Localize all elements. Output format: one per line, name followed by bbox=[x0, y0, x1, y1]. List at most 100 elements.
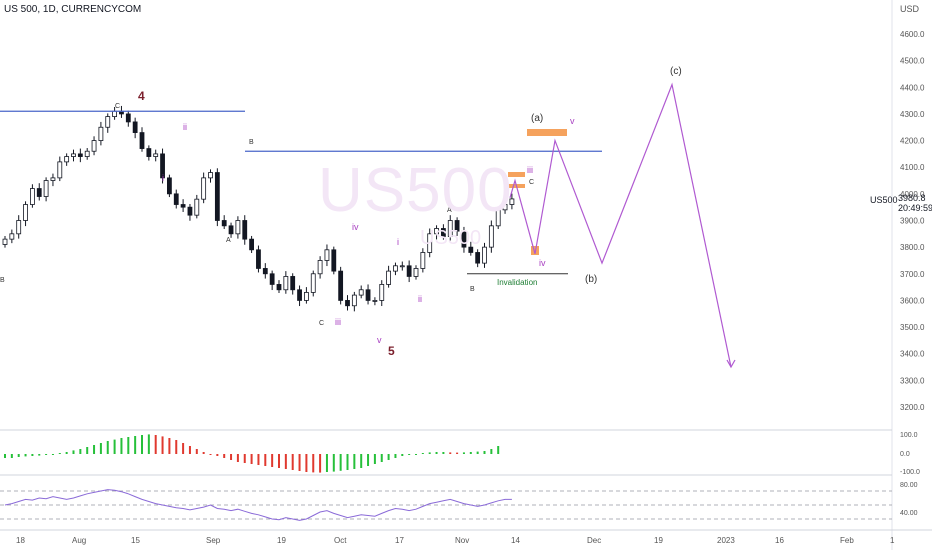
ao-bar bbox=[401, 454, 404, 456]
ao-bar bbox=[257, 454, 260, 465]
symbol-watermark: US500 bbox=[318, 156, 513, 225]
symbol-tag: US500 bbox=[870, 195, 898, 205]
candle-body bbox=[221, 220, 227, 227]
ao-bar bbox=[428, 452, 431, 454]
candle-body bbox=[187, 206, 193, 216]
ao-bar bbox=[435, 452, 438, 454]
projected-wave-path bbox=[509, 82, 732, 368]
ao-bar bbox=[305, 454, 308, 472]
price-tick-label: 3300.0 bbox=[900, 376, 925, 385]
candle-body bbox=[77, 153, 83, 157]
ao-bar bbox=[373, 454, 376, 464]
price-tick-label: 4500.0 bbox=[900, 57, 925, 66]
ao-bar bbox=[243, 454, 246, 463]
wave-label-abc: C bbox=[529, 179, 534, 186]
ao-bar bbox=[127, 437, 130, 454]
candle-body bbox=[125, 113, 131, 123]
candle-body bbox=[64, 156, 70, 163]
ao-bar bbox=[99, 443, 102, 454]
price-axis[interactable]: 4600.0 4500.0 4400.0 4300.0 4200.0 4100.0 4000… bbox=[900, 30, 925, 412]
ao-bar bbox=[264, 454, 267, 466]
candle-body bbox=[317, 260, 323, 275]
ao-bar bbox=[45, 454, 48, 455]
candle-body bbox=[386, 270, 392, 285]
candle-body bbox=[23, 204, 28, 221]
candle-body bbox=[146, 148, 152, 157]
candle-body bbox=[290, 276, 296, 291]
invalidation-label: Invalidation bbox=[497, 278, 537, 287]
ao-bar bbox=[93, 445, 96, 454]
price-tick-label: 3800.0 bbox=[900, 243, 925, 252]
wave-label-abc: A bbox=[226, 237, 231, 244]
ao-bar bbox=[415, 454, 417, 455]
ao-bar bbox=[497, 446, 500, 454]
ao-bar bbox=[483, 451, 486, 454]
ao-bar bbox=[38, 454, 41, 456]
candle-body bbox=[482, 246, 487, 264]
ao-bar bbox=[380, 454, 383, 462]
wave-label-minor: v bbox=[570, 116, 575, 126]
candle-body bbox=[427, 233, 433, 253]
time-tick-label: 19 bbox=[277, 536, 286, 545]
candle-body bbox=[509, 198, 515, 205]
ao-bar bbox=[490, 449, 493, 454]
candle-body bbox=[249, 238, 255, 251]
ao-bar bbox=[442, 452, 445, 454]
time-tick-label: Feb bbox=[840, 536, 854, 545]
candle-body bbox=[406, 265, 412, 277]
wave-projection bbox=[509, 82, 736, 369]
candle-body bbox=[269, 273, 275, 285]
awesome-oscillator-panel: 100.0 0.0 -100.0 bbox=[4, 432, 920, 476]
ao-bar bbox=[17, 454, 20, 457]
rsi-tick-label: 80.00 bbox=[900, 482, 918, 489]
price-tick-label: 4400.0 bbox=[900, 83, 925, 92]
ao-bar bbox=[175, 440, 178, 454]
ao-bar bbox=[113, 439, 116, 454]
ao-bar bbox=[271, 454, 274, 467]
candle-body bbox=[338, 270, 344, 301]
ao-bar bbox=[72, 450, 75, 454]
candle-body bbox=[228, 225, 234, 235]
ao-bar bbox=[367, 454, 370, 466]
candle-body bbox=[297, 289, 302, 301]
ao-bar bbox=[161, 436, 164, 454]
price-tick-label: 4600.0 bbox=[900, 30, 925, 39]
ao-bar bbox=[394, 454, 397, 458]
ao-bar bbox=[284, 454, 287, 469]
rsi-panel: 80.00 40.00 bbox=[0, 482, 918, 521]
candle-body bbox=[36, 188, 42, 197]
ao-bar bbox=[223, 454, 226, 458]
candle-body bbox=[393, 265, 398, 272]
candle-body bbox=[112, 110, 117, 117]
ao-bar bbox=[58, 453, 61, 454]
ao-bar bbox=[141, 435, 143, 454]
bar-countdown: 20:49:59 bbox=[898, 203, 932, 213]
candle-body bbox=[180, 204, 186, 208]
ao-bar bbox=[236, 454, 239, 462]
wave-label-4: 4 bbox=[138, 89, 145, 103]
ao-bar bbox=[65, 452, 68, 454]
ao-bar bbox=[202, 452, 205, 454]
candle-body bbox=[420, 252, 426, 269]
ao-tick-label: 100.0 bbox=[900, 432, 918, 439]
candle-body bbox=[9, 233, 15, 240]
time-tick-label: Oct bbox=[334, 536, 347, 545]
wave-label-abc: B bbox=[470, 286, 475, 293]
wave-label-minor: iv bbox=[539, 258, 546, 268]
time-tick-label: Nov bbox=[455, 536, 469, 545]
candle-body bbox=[84, 150, 90, 157]
wave-label-abc: A bbox=[447, 207, 452, 214]
candle-body bbox=[358, 289, 364, 296]
time-tick-label: Dec bbox=[587, 536, 601, 545]
ao-bar bbox=[79, 449, 82, 454]
candle-body bbox=[50, 177, 56, 181]
ao-bar bbox=[449, 452, 452, 454]
ao-bar bbox=[51, 454, 54, 455]
candle-body bbox=[71, 153, 76, 157]
candle-body bbox=[365, 289, 371, 301]
wave-label-abc: B bbox=[249, 139, 254, 146]
time-axis[interactable]: 18 Aug 15 Sep 19 Oct 17 Nov 14 Dec 19 2023 16 Feb 1 bbox=[16, 533, 932, 550]
